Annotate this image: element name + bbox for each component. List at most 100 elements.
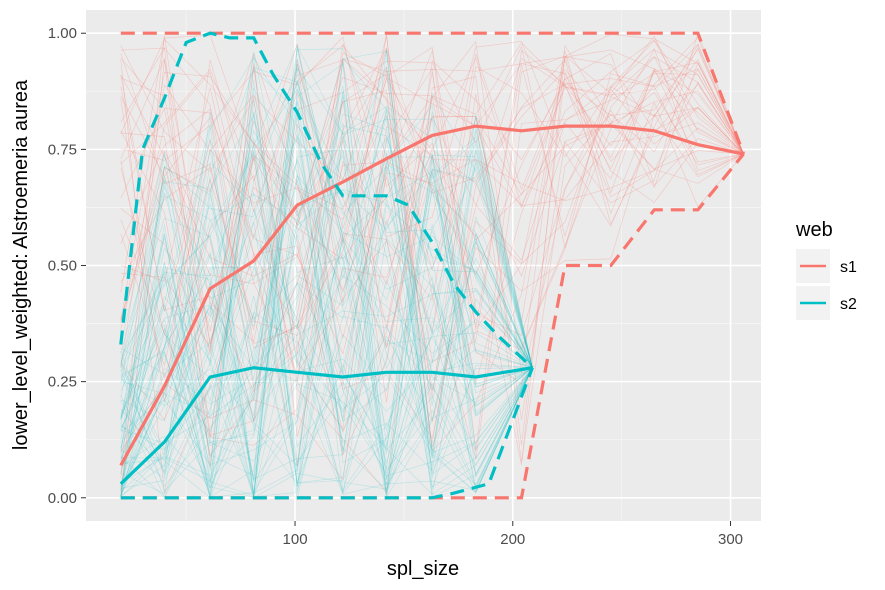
trajectory-s2 bbox=[120, 67, 533, 415]
trajectory-s1 bbox=[120, 40, 744, 331]
trajectory-s2 bbox=[120, 50, 533, 497]
trajectory-s2 bbox=[120, 149, 533, 485]
trajectory-s2 bbox=[120, 63, 533, 447]
trajectory-s2 bbox=[120, 288, 533, 490]
trajectory-s1 bbox=[120, 52, 744, 374]
trajectory-s2 bbox=[120, 172, 533, 417]
trajectory-s1 bbox=[120, 43, 744, 467]
x-tick-label: 200 bbox=[500, 531, 525, 548]
trajectory-s2 bbox=[120, 229, 533, 498]
trajectory-s1 bbox=[120, 52, 744, 320]
trajectory-s1 bbox=[120, 47, 744, 460]
trajectory-s1 bbox=[120, 35, 744, 422]
trajectory-s1 bbox=[120, 43, 744, 494]
trajectory-s2 bbox=[120, 116, 533, 487]
trajectory-s2 bbox=[120, 87, 533, 486]
trajectory-s2 bbox=[120, 89, 533, 474]
trajectory-s2 bbox=[120, 189, 533, 402]
trajectory-s2 bbox=[120, 148, 533, 487]
trajectory-s2 bbox=[120, 156, 533, 496]
trajectory-s2 bbox=[120, 152, 533, 460]
trajectory-s2 bbox=[120, 127, 533, 493]
trajectory-s2 bbox=[120, 159, 533, 470]
legend-title: web bbox=[795, 219, 833, 241]
trajectory-s2 bbox=[120, 85, 533, 496]
trajectory-s2 bbox=[120, 111, 533, 484]
trajectory-s2 bbox=[120, 60, 533, 480]
trajectory-s2 bbox=[120, 257, 533, 499]
y-axis-title: lower_level_weighted: Alstroemeria aurea bbox=[10, 79, 32, 450]
trajectory-s2 bbox=[120, 224, 533, 497]
trajectory-s2 bbox=[120, 238, 533, 494]
trajectory-s2 bbox=[120, 111, 533, 468]
trajectory-s2 bbox=[120, 100, 533, 494]
trajectory-s2 bbox=[120, 253, 533, 494]
trajectory-s1 bbox=[120, 34, 744, 457]
y-tick-label: 0.50 bbox=[48, 258, 77, 275]
trajectory-s2 bbox=[120, 88, 533, 496]
trajectory-s2 bbox=[120, 295, 533, 499]
legend-label-s1: s1 bbox=[840, 259, 857, 276]
trajectory-s1 bbox=[120, 34, 744, 384]
y-tick-label: 1.00 bbox=[48, 25, 77, 42]
trajectory-s2 bbox=[120, 193, 533, 499]
y-tick-label: 0.00 bbox=[48, 490, 77, 507]
trajectory-s2 bbox=[120, 149, 533, 495]
trajectory-s1 bbox=[120, 74, 744, 440]
trajectory-s1 bbox=[120, 50, 744, 493]
x-tick-label: 300 bbox=[718, 531, 743, 548]
trajectory-s2 bbox=[120, 133, 533, 477]
upper-bound-s2 bbox=[119, 31, 534, 369]
trajectory-s2 bbox=[120, 356, 533, 495]
trajectory-s2 bbox=[120, 96, 533, 495]
trajectory-s2 bbox=[120, 67, 533, 497]
trajectory-s1 bbox=[120, 45, 744, 277]
trajectory-s2 bbox=[120, 154, 533, 452]
trajectory-s1 bbox=[120, 62, 744, 344]
trajectory-s1 bbox=[120, 45, 744, 430]
trajectory-s2 bbox=[120, 44, 533, 498]
trajectory-s2 bbox=[120, 114, 533, 480]
trajectory-s2 bbox=[120, 132, 533, 497]
trajectory-s1 bbox=[120, 45, 744, 422]
trajectory-s2 bbox=[120, 136, 533, 497]
trajectory-s2 bbox=[120, 67, 533, 493]
trajectory-s2 bbox=[120, 125, 533, 494]
trajectory-s2 bbox=[120, 80, 533, 495]
x-tick-label: 100 bbox=[283, 531, 308, 548]
trajectory-s2 bbox=[120, 57, 533, 498]
trajectory-s1 bbox=[120, 58, 744, 382]
trajectory-s2 bbox=[120, 81, 533, 498]
trajectory-s1 bbox=[120, 57, 744, 437]
trajectory-s2 bbox=[120, 221, 533, 496]
trajectory-s1 bbox=[120, 46, 744, 437]
trajectory-s2 bbox=[120, 152, 533, 461]
legend: web s1 s2 bbox=[795, 219, 857, 320]
trajectory-s2 bbox=[120, 153, 533, 459]
trajectory-s1 bbox=[120, 49, 744, 393]
y-axis-ticks: 0.00 0.25 0.50 0.75 1.00 bbox=[48, 25, 86, 507]
trajectory-s1 bbox=[120, 68, 744, 462]
trajectory-s2 bbox=[120, 79, 533, 497]
y-tick-label: 0.75 bbox=[48, 141, 77, 158]
trajectory-s1 bbox=[120, 43, 744, 438]
trajectory-s2 bbox=[120, 165, 533, 488]
y-tick-label: 0.25 bbox=[48, 374, 77, 391]
trajectory-s2 bbox=[120, 111, 533, 494]
trajectory-s1 bbox=[120, 49, 744, 481]
trajectory-s2 bbox=[120, 295, 533, 499]
trajectory-s2 bbox=[120, 93, 533, 499]
mean-line-s2 bbox=[119, 366, 533, 485]
trajectory-s1 bbox=[120, 49, 744, 494]
trajectory-s2 bbox=[120, 233, 533, 475]
trajectory-s1 bbox=[120, 59, 744, 336]
trajectory-s1 bbox=[120, 42, 744, 321]
trajectory-s2 bbox=[120, 113, 533, 433]
trajectory-s1 bbox=[120, 48, 744, 355]
trajectory-s1 bbox=[120, 47, 744, 403]
series-lines bbox=[119, 31, 746, 500]
trajectory-s2 bbox=[120, 100, 533, 491]
trajectory-s2 bbox=[120, 121, 533, 480]
trajectory-s2 bbox=[120, 55, 533, 488]
